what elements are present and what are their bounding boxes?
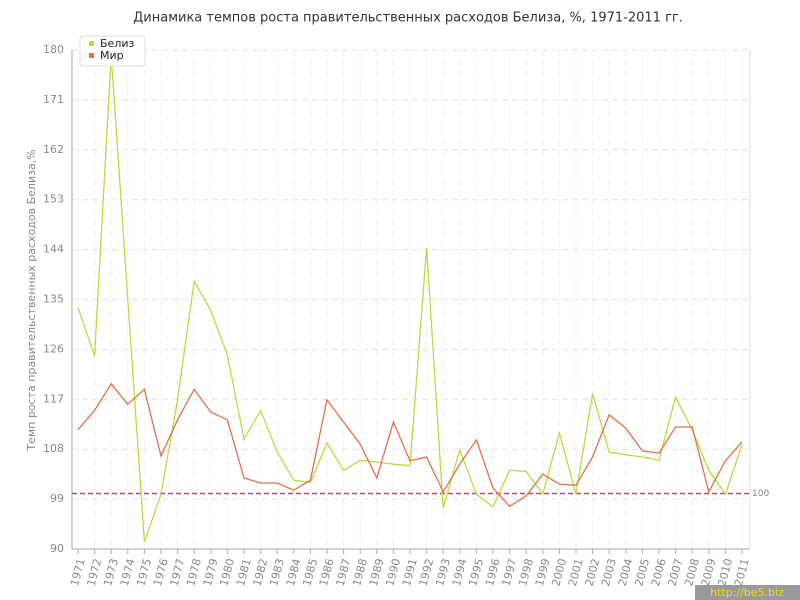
x-tick-label: 2011	[732, 557, 752, 587]
y-tick-label: 162	[43, 143, 64, 156]
legend-label: Белиз	[100, 37, 134, 50]
legend-swatch	[89, 53, 94, 58]
y-tick-label: 180	[43, 43, 64, 56]
line-series	[77, 382, 743, 508]
y-tick-label: 117	[43, 392, 64, 405]
y-tick-label: 171	[43, 93, 64, 106]
y-tick-label: 153	[43, 193, 64, 206]
y-tick-label: 108	[43, 442, 64, 455]
y-tick-label: 99	[50, 492, 64, 505]
chart-title: Динамика темпов роста правительственных …	[133, 11, 683, 26]
reference-label: 100	[752, 489, 769, 499]
line-series	[77, 55, 743, 543]
y-tick-label: 144	[43, 243, 64, 256]
y-tick-label: 135	[43, 293, 64, 306]
y-axis-label: Темп роста правительственных расходов Бе…	[25, 149, 38, 451]
watermark-bg	[695, 585, 800, 600]
watermark: http://be5.biz	[710, 586, 784, 599]
legend-swatch	[89, 41, 94, 46]
legend-box	[79, 35, 146, 67]
y-tick-label: 126	[43, 342, 64, 355]
legend-label: Мир	[100, 49, 124, 62]
y-tick-label: 90	[50, 542, 64, 555]
